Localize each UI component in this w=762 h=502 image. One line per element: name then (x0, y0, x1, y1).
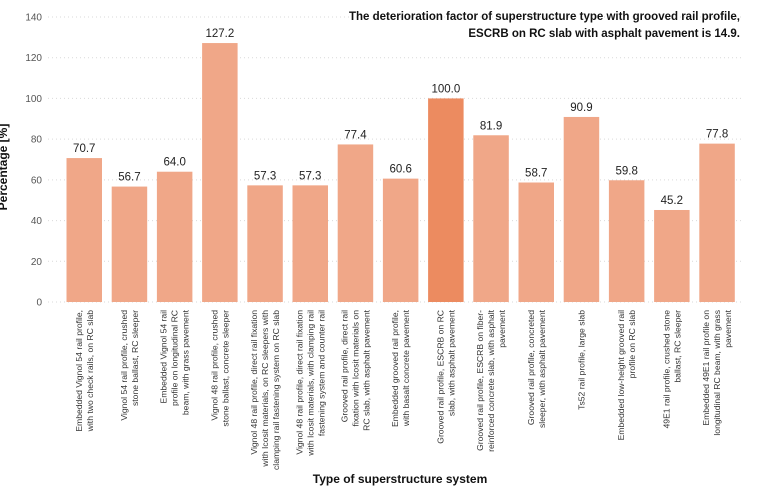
x-tick-label-line: Embedded 49E1 rail profile on (701, 310, 711, 426)
value-label: 77.4 (344, 129, 367, 141)
x-tick-label-line: Grooved rail profile, direct rail (339, 310, 349, 422)
x-tick-label-line: beam, with grass pavement (181, 309, 191, 415)
value-label: 56.7 (118, 172, 140, 184)
value-labels: 70.7 56.7 64.0 127.2 57.3 57.3 77.4 60.6 100.0 81… (73, 28, 728, 207)
x-tick-label-line: Grooved rail profile, ESCRB on fiber- (475, 310, 485, 451)
annotation-line-1: The deterioration factor of superstructu… (348, 11, 740, 23)
value-label: 59.8 (615, 165, 637, 177)
bar (337, 144, 374, 302)
x-tick-label-line: with two check rails, on RC slab (85, 310, 95, 433)
x-tick-label-line: pavement (723, 309, 733, 347)
y-tick-label: 60 (31, 175, 43, 186)
value-label: 45.2 (661, 195, 683, 207)
x-tick-label: Vignol 48 rail profile, direct rail fixa… (249, 310, 281, 470)
bar (247, 185, 283, 302)
bar (699, 143, 735, 302)
x-tick-label: Grooved rail profile, concreted sleeper, … (526, 309, 547, 428)
bar (654, 209, 690, 302)
x-tick-label: Grooved rail profile, direct rail fixatio… (339, 309, 371, 430)
y-axis-title: Percentage [%] (0, 123, 10, 211)
bar (473, 135, 509, 302)
bar (292, 185, 328, 302)
x-tick-label: Vignol 48 rail profile, direct rail fixa… (294, 310, 326, 457)
x-tick-label-line: 49E1 rail profile, crushed stone (661, 310, 671, 429)
x-tick-label: Embedded Vignol 54 rail profile on longit… (159, 309, 191, 415)
x-tick-label-line: profile on RC slab (627, 310, 637, 379)
x-tick-label: Embedded grooved rail profile, with basal… (390, 309, 411, 427)
value-label: 77.8 (706, 129, 728, 141)
x-tick-label-line: Vignol 48 rail profile, direct rail fixa… (294, 310, 304, 455)
value-label: 90.9 (570, 102, 592, 114)
bar (202, 43, 238, 303)
x-tick-label: Embedded Vignol 54 rail profile, with two… (74, 310, 95, 433)
x-tick-label-line: with basalt concrete pavement (401, 309, 411, 427)
x-tick-label-line: Vignol 48 rail profile, direct rail fixa… (249, 310, 259, 455)
value-label: 64.0 (163, 157, 185, 169)
bar (66, 158, 102, 302)
bar (111, 186, 148, 302)
value-label: 58.7 (525, 168, 547, 180)
y-tick-label: 40 (31, 216, 43, 227)
value-label: 57.3 (299, 170, 321, 182)
chart-annotation: The deterioration factor of superstructu… (349, 9, 740, 43)
x-tick-label-line: sleeper, with asphalt pavement (537, 309, 547, 428)
x-tick-label-line: slab, with asphalt pavement (446, 309, 456, 416)
bar (156, 171, 193, 302)
x-tick-label: Vignol 48 rail profile, crushed stone bal… (209, 310, 230, 427)
x-axis-title: Type of superstructure system (312, 472, 488, 486)
x-tick-label-line: with Icosit materials, with clamping rai… (305, 310, 315, 457)
y-tick-label: 140 (25, 13, 42, 24)
x-tick-label: Grooved rail profile, ESCRB on RC slab, w… (435, 309, 456, 443)
bars (66, 43, 735, 303)
value-label: 57.3 (254, 170, 276, 182)
value-label: 70.7 (73, 143, 95, 155)
x-tick-label: 49E1 rail profile, crushed stone ballast,… (661, 310, 682, 429)
y-tick-label: 120 (25, 53, 42, 64)
x-tick-label: Embedded low-height grooved rail profile … (616, 310, 637, 441)
y-tick-label: 80 (31, 135, 43, 146)
x-tick-label-line: profile on longitudinal RC (170, 310, 180, 406)
x-tick-label-line: clamping rail fastening system on RC sla… (271, 310, 281, 470)
x-tick-label: Embedded 49E1 rail profile on longitudina… (701, 309, 733, 435)
x-tick-label-line: stone ballast, concrete sleeper (220, 310, 230, 427)
x-tick-label-line: Grooved rail profile, concreted (526, 310, 536, 425)
bar (563, 116, 600, 302)
x-tick-label-line: reinforced concrete slab, with asphalt (486, 309, 496, 451)
y-tick-label: 20 (31, 257, 43, 268)
x-tick-label-line: Embedded grooved rail profile, (390, 310, 400, 427)
y-axis-ticks: 0 20 40 60 80 100 120 140 (25, 13, 42, 309)
x-tick-label-line: Embedded Vignol 54 rail (159, 310, 169, 404)
x-tick-label-line: Grooved rail profile, ESCRB on RC (435, 310, 445, 444)
x-tick-label-line: longitudinal RC beam, with grass (712, 310, 722, 436)
bar (518, 182, 554, 302)
x-tick-label-line: stone ballast, RC sleeper (130, 310, 140, 406)
x-tick-label-line: ballast, RC sleeper (672, 310, 682, 383)
x-tick-label: Vignol 54 rail profile, crushed stone bal… (119, 310, 140, 421)
x-tick-label-line: Vignol 48 rail profile, crushed (209, 310, 219, 421)
value-label: 81.9 (480, 120, 502, 132)
x-axis-category-labels: Embedded Vignol 54 rail profile, with two… (74, 309, 733, 470)
x-tick-label: Ts52 rail profile, large slab (576, 310, 586, 410)
y-tick-label: 100 (25, 94, 42, 105)
x-tick-label-line: RC slab, with asphalt pavement (361, 309, 371, 430)
x-tick-label-line: with Icosit materials, on RC sleepers wi… (260, 310, 270, 468)
bar (428, 98, 464, 302)
x-tick-label-line: pavement (497, 309, 507, 347)
bar (608, 180, 645, 302)
value-label: 60.6 (389, 164, 411, 176)
bar (382, 178, 419, 302)
x-tick-label-line: Ts52 rail profile, large slab (576, 310, 586, 410)
y-tick-label: 0 (36, 298, 42, 309)
x-tick-label-line: Embedded low-height grooved rail (616, 310, 626, 441)
x-tick-label-line: fixation with Icosit materials on (350, 310, 360, 427)
x-tick-label-line: Vignol 54 rail profile, crushed (119, 310, 129, 421)
x-tick-label-line: fastening system and counter rail (316, 310, 326, 436)
x-tick-label-line: Embedded Vignol 54 rail profile, (74, 310, 84, 432)
value-label: 100.0 (431, 83, 460, 95)
value-label: 127.2 (205, 28, 234, 40)
x-tick-label: Grooved rail profile, ESCRB on fiber-rei… (475, 309, 507, 451)
annotation-line-2: ESCRB on RC slab with asphalt pavement i… (468, 28, 740, 40)
